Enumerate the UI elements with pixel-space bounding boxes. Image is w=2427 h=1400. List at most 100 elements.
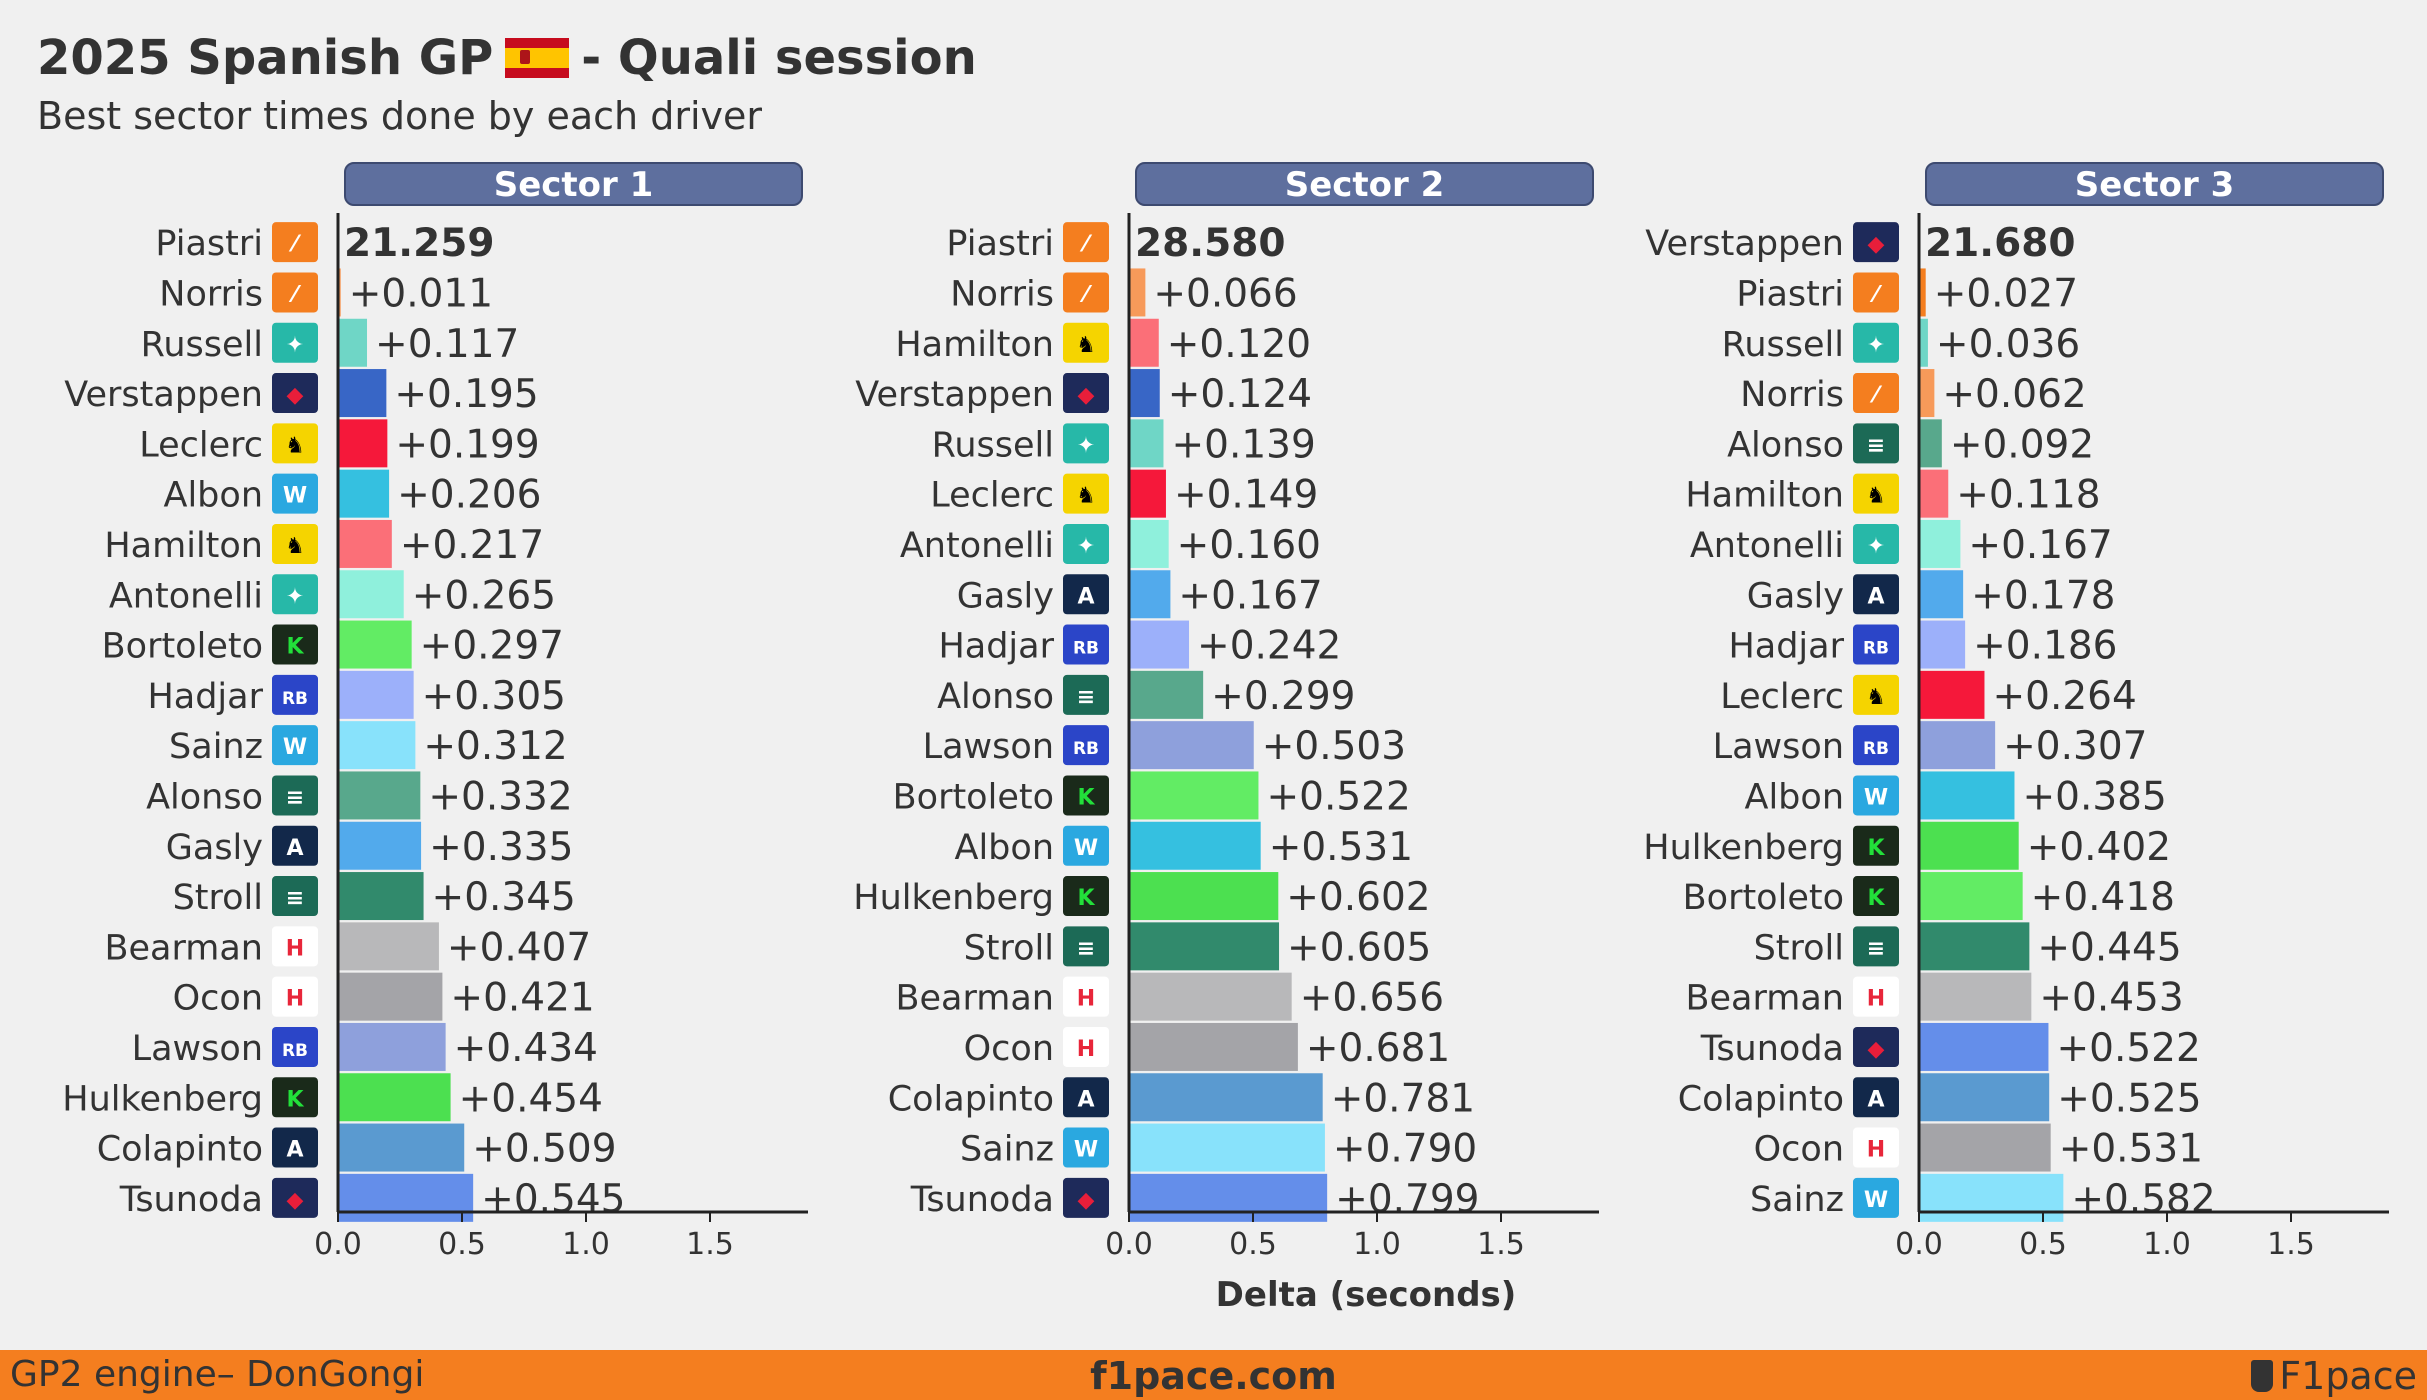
mercedes-logo-icon: ✦ — [1853, 322, 1899, 363]
williams-logo-icon: W — [272, 473, 318, 514]
delta-label: +0.297 — [420, 624, 564, 669]
mercedes-logo-icon: ✦ — [1063, 523, 1109, 564]
racingbulls-logo-icon: RB — [272, 1026, 318, 1067]
delta-label: +0.118 — [1956, 473, 2100, 518]
delta-label: +0.781 — [1331, 1076, 1475, 1121]
driver-label: Hadjar — [1728, 627, 1844, 667]
svg-text:≡: ≡ — [1077, 936, 1095, 961]
x-tick-label: 0.0 — [1895, 1227, 1943, 1262]
ferrari-logo-icon: ♞ — [1063, 473, 1109, 514]
driver-label: Hamilton — [1685, 476, 1844, 516]
bar-alonso — [338, 771, 421, 820]
alpine-logo-icon: A — [1853, 574, 1899, 615]
svg-text:A: A — [1867, 584, 1884, 609]
bar-hamilton — [1129, 318, 1159, 367]
bar-colapinto — [1919, 1073, 2050, 1122]
ferrari-logo-icon: ♞ — [272, 423, 318, 464]
bar-antonelli — [1919, 519, 1961, 568]
svg-text:RB: RB — [1863, 739, 1889, 759]
svg-text:≡: ≡ — [286, 785, 304, 810]
svg-text:A: A — [286, 1138, 303, 1163]
bar-alonso — [1129, 670, 1204, 719]
driver-label: Alonso — [937, 677, 1054, 717]
driver-label: Tsunoda — [1700, 1029, 1844, 1069]
svg-text:≡: ≡ — [286, 886, 304, 911]
bar-lawson — [1129, 721, 1254, 770]
haas-logo-icon: H — [1853, 976, 1899, 1017]
bar-hadjar — [1919, 620, 1966, 669]
x-tick-label: 1.5 — [2267, 1227, 2315, 1262]
svg-text:K: K — [286, 635, 304, 660]
driver-label: Colapinto — [1678, 1079, 1844, 1119]
delta-label: +0.195 — [394, 372, 538, 417]
driver-label: Ocon — [1754, 1130, 1844, 1170]
driver-label: Alonso — [1727, 425, 1844, 465]
delta-label: +0.453 — [2039, 976, 2183, 1021]
ferrari-logo-icon: ♞ — [272, 523, 318, 564]
ferrari-logo-icon: ♞ — [1063, 322, 1109, 363]
svg-text:≡: ≡ — [1867, 936, 1885, 961]
delta-label: +0.139 — [1171, 422, 1315, 467]
svg-text:♞: ♞ — [285, 433, 305, 458]
svg-text:H: H — [286, 936, 304, 961]
svg-text:RB: RB — [1073, 739, 1099, 759]
bar-russell — [1919, 318, 1928, 367]
driver-label: Albon — [955, 828, 1054, 868]
x-tick-label: 1.5 — [686, 1227, 734, 1262]
mclaren-logo-icon: ⁄ — [1853, 272, 1899, 313]
haas-logo-icon: H — [1853, 1127, 1899, 1168]
delta-label: +0.027 — [1934, 271, 2078, 316]
delta-label: +0.681 — [1306, 1026, 1450, 1071]
footer-site-link[interactable]: f1pace.com — [1090, 1354, 1337, 1398]
haas-logo-icon: H — [1063, 1026, 1109, 1067]
delta-label: +0.790 — [1333, 1127, 1477, 1172]
delta-label: +0.242 — [1197, 624, 1341, 669]
bar-bortoleto — [1129, 771, 1259, 820]
bar-bearman — [338, 922, 439, 971]
x-tick-label: 0.5 — [1229, 1227, 1277, 1262]
bar-hamilton — [338, 519, 392, 568]
delta-label: +0.312 — [423, 724, 567, 769]
svg-text:RB: RB — [282, 689, 308, 709]
spain-flag-icon — [505, 38, 570, 78]
svg-text:≡: ≡ — [1077, 685, 1095, 710]
svg-text:✦: ✦ — [1867, 333, 1885, 358]
bar-hadjar — [338, 670, 414, 719]
x-axis-title: Delta (seconds) — [1216, 1275, 1517, 1315]
delta-label: +0.522 — [1266, 774, 1410, 819]
driver-label: Bearman — [896, 979, 1055, 1019]
bar-verstappen — [338, 369, 387, 418]
driver-label: Piastri — [1736, 274, 1844, 314]
delta-label: +0.418 — [2031, 875, 2175, 920]
svg-text:◆: ◆ — [287, 1188, 304, 1213]
svg-text:♞: ♞ — [1866, 685, 1886, 710]
x-tick-label: 0.5 — [438, 1227, 486, 1262]
astonmartin-logo-icon: ≡ — [1853, 926, 1899, 967]
delta-label: +0.421 — [450, 976, 594, 1021]
driver-label: Russell — [1722, 325, 1844, 365]
bar-ocon — [1129, 1022, 1298, 1071]
bar-albon — [1919, 771, 2015, 820]
svg-text:≡: ≡ — [1867, 433, 1885, 458]
astonmartin-logo-icon: ≡ — [1853, 423, 1899, 464]
delta-label: +0.178 — [1971, 573, 2115, 618]
mclaren-logo-icon: ⁄ — [1063, 222, 1109, 263]
driver-label: Albon — [1745, 777, 1844, 817]
driver-label: Gasly — [1747, 576, 1844, 616]
bar-gasly — [338, 821, 422, 870]
delta-label: +0.062 — [1942, 372, 2086, 417]
driver-label: Sainz — [960, 1130, 1054, 1170]
delta-label: +0.160 — [1177, 523, 1321, 568]
driver-label: Antonelli — [1690, 526, 1844, 566]
svg-text:♞: ♞ — [1076, 484, 1096, 509]
driver-label: Stroll — [173, 878, 263, 918]
driver-label: Colapinto — [888, 1079, 1054, 1119]
delta-label: +0.656 — [1300, 976, 1444, 1021]
alpine-logo-icon: A — [272, 1127, 318, 1168]
mercedes-logo-icon: ✦ — [272, 322, 318, 363]
x-tick-label: 0.0 — [1105, 1227, 1153, 1262]
delta-label: +0.407 — [447, 925, 591, 970]
svg-text:◆: ◆ — [1078, 1188, 1095, 1213]
driver-label: Albon — [164, 476, 263, 516]
driver-label: Lawson — [1713, 727, 1844, 767]
